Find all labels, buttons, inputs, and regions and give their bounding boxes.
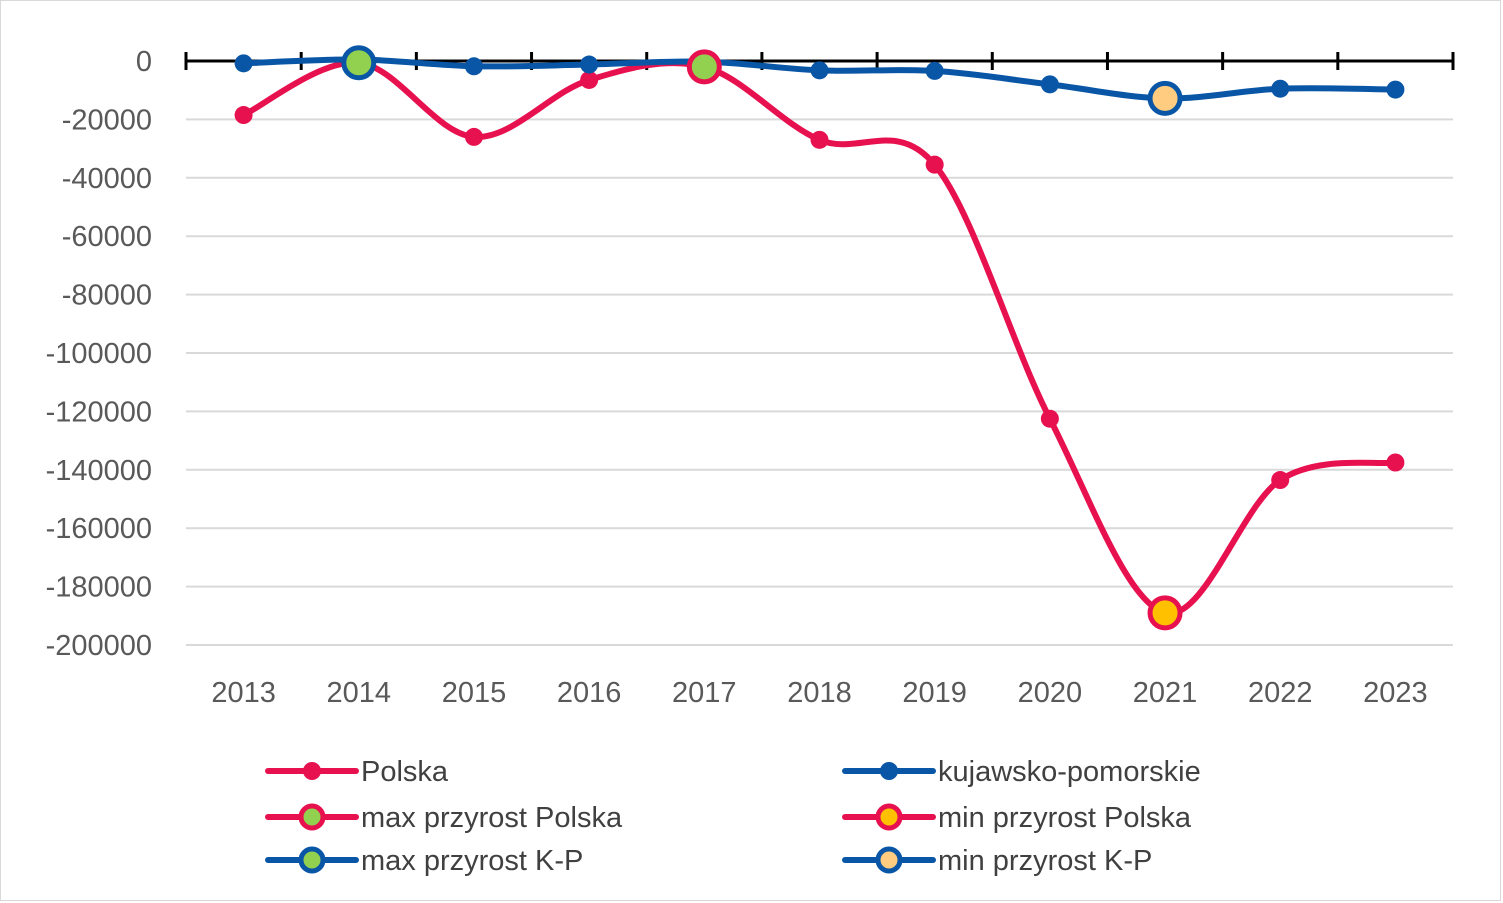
highlight-marker: [686, 49, 722, 85]
y-tick-label: -60000: [62, 221, 152, 253]
y-tick-label: -160000: [46, 513, 152, 545]
x-axis: 2013 2014 2015 2016 2017 2018 2019 2020 2021 2022…: [184, 52, 1455, 709]
highlight-marker: [1147, 80, 1183, 116]
highlight-marker: [341, 45, 377, 81]
x-tick-label: 2015: [442, 677, 507, 709]
highlight-markers: [341, 45, 1183, 631]
data-point: [464, 57, 483, 76]
x-tick-label: 2016: [557, 677, 622, 709]
y-tick-label: -100000: [46, 338, 152, 370]
legend-swatch-marker: [875, 803, 903, 831]
legend-swatch-marker: [298, 846, 326, 874]
y-tick-label: -180000: [46, 572, 152, 604]
series-layer: [234, 50, 1405, 622]
data-point: [234, 106, 253, 125]
data-point: [1271, 471, 1290, 490]
y-tick-label: -200000: [46, 630, 152, 662]
legend: Polska kujawsko-pomorskie max przyrost Pol…: [265, 756, 1201, 877]
data-point: [1386, 453, 1405, 472]
x-tick-label: 2014: [327, 677, 392, 709]
y-tick-label: -140000: [46, 455, 152, 487]
data-point: [810, 130, 829, 149]
legend-label: min przyrost K-P: [938, 845, 1152, 877]
data-point: [925, 155, 944, 174]
data-point: [580, 55, 599, 74]
data-point: [464, 127, 483, 146]
x-tick-label: 2018: [787, 677, 852, 709]
legend-label: kujawsko-pomorskie: [938, 756, 1201, 788]
gridlines: [186, 118, 1453, 646]
y-tick-label: -20000: [62, 104, 152, 136]
y-tick-label: -120000: [46, 396, 152, 428]
data-point: [1271, 79, 1290, 98]
data-point: [925, 61, 944, 80]
data-point: [810, 61, 829, 80]
legend-label: max przyrost Polska: [361, 802, 623, 834]
series-line-0: [240, 59, 1399, 617]
legend-label: Polska: [361, 756, 449, 788]
legend-swatch-marker: [875, 846, 903, 874]
data-point: [580, 70, 599, 89]
data-point: [1040, 409, 1059, 428]
legend-swatch-marker: [298, 803, 326, 831]
data-point: [1386, 80, 1405, 99]
y-tick-label: -40000: [62, 163, 152, 195]
data-point: [234, 54, 253, 73]
y-tick-label: -80000: [62, 280, 152, 312]
legend-label: max przyrost K-P: [361, 845, 583, 877]
x-tick-label: 2020: [1018, 677, 1083, 709]
x-tick-label: 2013: [211, 677, 276, 709]
y-axis: 0 -20000 -40000 -60000 -80000 -100000 -120000 -…: [46, 46, 152, 662]
x-tick-label: 2019: [902, 677, 967, 709]
x-tick-label: 2022: [1248, 677, 1313, 709]
y-tick-label: 0: [136, 46, 152, 78]
highlight-marker: [1147, 595, 1183, 631]
x-tick-label: 2021: [1133, 677, 1198, 709]
legend-swatch-marker: [303, 762, 321, 780]
legend-label: min przyrost Polska: [938, 802, 1192, 834]
x-tick-label: 2017: [672, 677, 737, 709]
data-point: [1040, 75, 1059, 94]
legend-swatch-marker: [880, 762, 898, 780]
x-tick-label: 2023: [1363, 677, 1428, 709]
